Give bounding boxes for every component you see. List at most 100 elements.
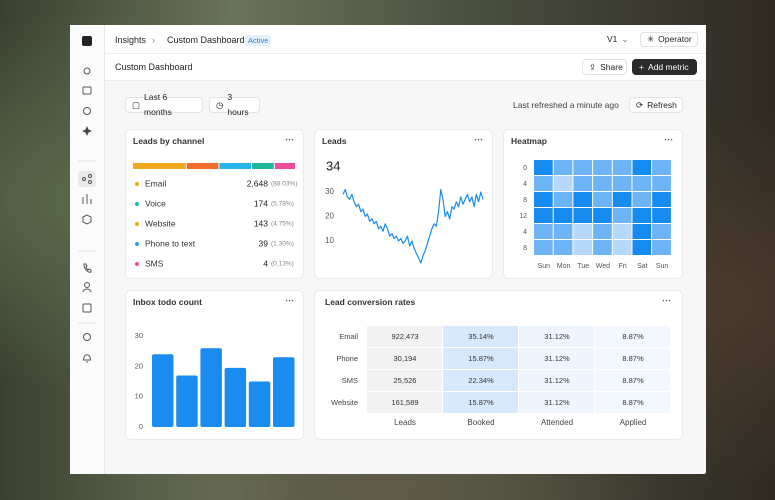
current-value: 34 xyxy=(326,158,340,173)
table-cell xyxy=(443,348,518,369)
label: Share xyxy=(600,61,623,72)
nav-icon[interactable] xyxy=(82,354,92,363)
status-badge: Active xyxy=(245,35,272,46)
table-cell xyxy=(367,326,442,347)
label: 3 hours xyxy=(227,92,249,117)
bar xyxy=(273,357,295,427)
heat-cell xyxy=(573,176,593,191)
interval-filter[interactable]: ◷ 3 hours xyxy=(209,92,260,117)
heat-cell xyxy=(573,160,593,175)
bar-segment xyxy=(186,163,219,169)
sidebar xyxy=(70,25,105,474)
card-title: Leads xyxy=(322,136,347,146)
nav-icon[interactable] xyxy=(82,194,92,204)
heat-cell xyxy=(534,176,553,191)
add-metric-button[interactable]: + Add metric xyxy=(632,59,697,75)
row-label: 8 xyxy=(523,197,527,204)
table-cell-text: 35.14% xyxy=(468,332,494,341)
channel-count: 4 xyxy=(263,258,268,268)
table-cell-text: 8.87% xyxy=(622,354,644,363)
card-menu[interactable]: ⋯ xyxy=(474,134,483,144)
operator-button[interactable]: ✳ Operator xyxy=(640,32,698,47)
table-cell xyxy=(595,392,670,413)
heat-cell xyxy=(652,192,671,207)
heat-cell xyxy=(573,224,593,239)
channel-count: 143 xyxy=(254,218,268,228)
breadcrumb[interactable]: Insights xyxy=(115,35,147,45)
heat-cell xyxy=(612,208,632,223)
card-title: Heatmap xyxy=(511,136,547,146)
nav-icon[interactable] xyxy=(82,86,92,95)
table-cell-text: 161,589 xyxy=(391,398,418,407)
channel-count: 2,648 xyxy=(247,178,269,188)
nav-icon[interactable] xyxy=(82,303,92,313)
nav-icon[interactable] xyxy=(82,126,92,136)
date-filter[interactable]: ▢ Last 6 months xyxy=(125,92,203,117)
table-cell xyxy=(443,392,518,413)
row-label: SMS xyxy=(342,376,358,385)
channel-label: Voice xyxy=(145,198,166,208)
refresh-button[interactable]: ⟳ Refresh xyxy=(629,97,683,113)
row-label: 4 xyxy=(523,181,527,188)
row-label: Website xyxy=(331,398,358,407)
heat-cell xyxy=(652,208,671,223)
heat-cell xyxy=(573,208,593,223)
y-tick-label: 10 xyxy=(325,236,334,245)
card-menu[interactable]: ⋯ xyxy=(285,134,294,144)
heat-cell xyxy=(612,160,632,175)
share-button[interactable]: ⇪ Share xyxy=(582,59,627,75)
label: Refresh xyxy=(647,99,677,110)
channel-label: Email xyxy=(145,178,166,188)
y-tick-label: 30 xyxy=(325,187,334,196)
logo[interactable] xyxy=(82,36,92,46)
x-tick-label: Sat xyxy=(637,263,648,270)
card-menu[interactable]: ⋯ xyxy=(285,295,294,305)
table-cell-text: 8.87% xyxy=(622,332,644,341)
bar-segment xyxy=(219,163,251,169)
table-cell xyxy=(519,370,594,391)
heat-cell xyxy=(534,240,553,255)
legend-dot xyxy=(135,182,139,186)
table-cell-text: 31.12% xyxy=(544,376,570,385)
icon: ⟳ xyxy=(636,99,644,110)
heat-cell xyxy=(534,208,553,223)
nav-icon xyxy=(88,180,92,184)
heat-cell xyxy=(612,192,632,207)
heat-cell xyxy=(652,176,671,191)
nav-icon[interactable] xyxy=(84,282,90,288)
nav-icon[interactable] xyxy=(83,67,91,75)
legend-dot xyxy=(135,222,139,226)
channel-share: (0.13%) xyxy=(271,261,294,268)
row-label: Phone xyxy=(336,354,358,363)
label: Add metric xyxy=(647,61,689,72)
nav-icon[interactable] xyxy=(83,263,92,273)
card-menu[interactable]: ⋯ xyxy=(662,295,671,305)
nav-icon[interactable] xyxy=(82,214,92,225)
table-cell-text: 31.12% xyxy=(544,332,570,341)
table-cell xyxy=(595,348,670,369)
table-cell-text: 31.12% xyxy=(544,354,570,363)
row-label: 8 xyxy=(523,245,527,252)
heat-cell xyxy=(632,224,652,239)
table-cell xyxy=(595,326,670,347)
bar xyxy=(224,367,247,427)
y-tick-label: 30 xyxy=(135,331,143,340)
legend-dot xyxy=(135,262,139,266)
table-cell-text: 8.87% xyxy=(622,376,644,385)
row-label: 4 xyxy=(523,229,527,236)
card-menu[interactable]: ⋯ xyxy=(664,134,673,144)
nav-icon[interactable] xyxy=(83,107,91,115)
table-cell-text: 30,194 xyxy=(394,354,417,363)
heat-cell xyxy=(573,240,593,255)
channel-share: (1.30%) xyxy=(271,241,294,248)
table-cell xyxy=(367,370,442,391)
version-select[interactable]: V1 ⌄ xyxy=(601,32,634,47)
heat-cell xyxy=(612,240,632,255)
nav-icon[interactable] xyxy=(83,333,91,341)
icon: ⇪ xyxy=(589,61,597,72)
channel-share: (88.03%) xyxy=(271,181,297,188)
table-cell xyxy=(519,392,594,413)
heat-cell xyxy=(553,176,573,191)
heat-cell xyxy=(593,224,612,239)
y-tick-label: 20 xyxy=(135,361,143,370)
